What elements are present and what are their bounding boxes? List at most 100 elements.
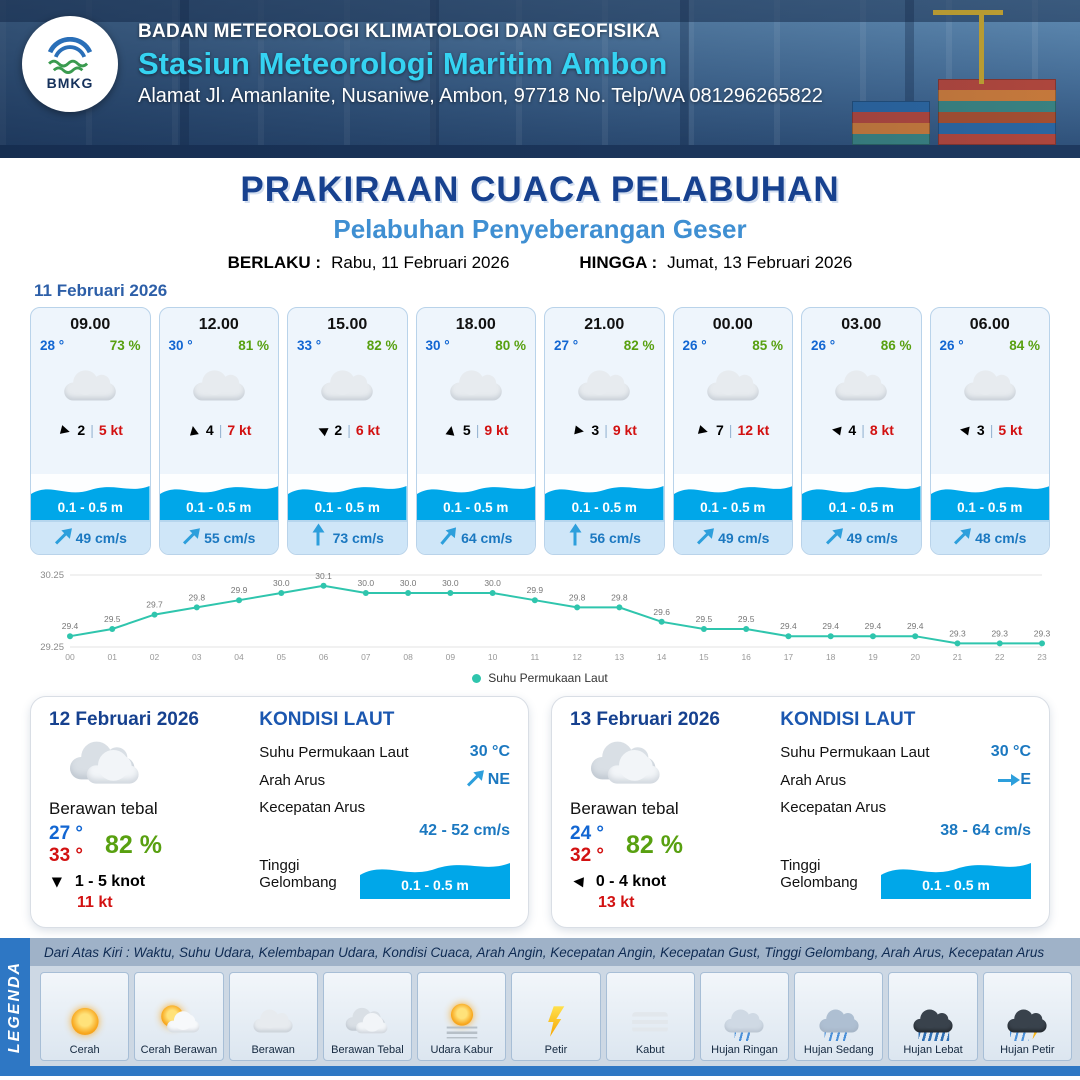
sst-chart-canvas: 30.25 29.25 29.4 00 29.5 01 29.7 02 29.8 03 29.9 04… <box>40 570 1050 662</box>
station-name: Stasiun Meteorologi Maritim Ambon <box>138 45 668 81</box>
wind-gust-value: 7 <box>716 422 724 438</box>
humidity-value: 80 % <box>495 338 526 353</box>
sst-chart: 30.25 29.25 29.4 00 29.5 01 29.7 02 29.8 03 29.9 04… <box>0 555 1080 688</box>
legend-icon-slot <box>999 995 1055 1041</box>
svg-text:19: 19 <box>868 652 878 662</box>
wave-height-band: 0.1 - 0.5 m <box>288 474 407 520</box>
svg-text:29.5: 29.5 <box>696 614 713 624</box>
wave-height-value: 0.1 - 0.5 m <box>186 500 252 515</box>
berawan-icon <box>958 360 1021 412</box>
wind-gust-value: 2 <box>77 422 86 438</box>
svg-text:12: 12 <box>572 652 582 662</box>
cloud-shape <box>819 1009 859 1033</box>
wind-direction-icon: ► <box>55 419 75 441</box>
daily-temp-min: 27 ° <box>49 823 84 844</box>
wave-graphic <box>673 486 792 520</box>
current-speed-value: 49 cm/s <box>75 530 127 546</box>
svg-text:09: 09 <box>446 652 456 662</box>
svg-text:01: 01 <box>108 652 118 662</box>
air-temperature: 33 ° <box>297 338 322 353</box>
current-row: 64 cm/s <box>416 520 535 554</box>
air-temperature: 30 ° <box>168 338 193 353</box>
svg-text:18: 18 <box>826 652 836 662</box>
svg-text:29.5: 29.5 <box>104 614 121 624</box>
daily-temp-min: 24 ° <box>570 823 605 844</box>
legend-bottom-bar <box>0 1066 1080 1076</box>
daily-summary-card: 12 Februari 2026 Berawan tebal 27 ° 33 °… <box>30 696 529 928</box>
wave-graphic <box>159 486 278 520</box>
humidity-value: 84 % <box>1009 338 1040 353</box>
air-temperature: 26 ° <box>811 338 836 353</box>
forecast-time: 00.00 <box>712 316 753 333</box>
legend-item: Berawan Tebal <box>322 972 413 1061</box>
current-speed-value: 56 cm/s <box>589 530 641 546</box>
legend-description: Dari Atas Kiri : Waktu, Suhu Udara, Kele… <box>0 938 1080 966</box>
sst-label: Suhu Permukaan Laut <box>780 743 930 761</box>
svg-text:00: 00 <box>65 652 75 662</box>
daily-weather-icon-slot <box>49 731 247 797</box>
wind-direction-icon: ► <box>570 420 588 440</box>
legend-item: Cerah Berawan <box>134 972 224 1061</box>
weather-icon-slot <box>545 359 664 413</box>
wind-direction-icon: ► <box>955 420 974 440</box>
berawan-icon <box>701 360 764 412</box>
wave-height-graphic: 0.1 - 0.5 m <box>360 849 510 899</box>
kabut-icon <box>626 1002 674 1041</box>
hourly-forecast-card: 21.00 27 ° 82 % ► 3 | 9 kt 0.1 - 0.5 m 5… <box>544 307 665 555</box>
legend-item-label: Kabut <box>635 1043 665 1056</box>
wind-direction-icon: ► <box>440 421 461 439</box>
hourly-forecast-card: 12.00 30 ° 81 % ► 4 | 7 kt 0.1 - 0.5 m 5… <box>158 307 279 555</box>
humidity-value: 81 % <box>238 338 269 353</box>
cloud-shape <box>607 750 660 784</box>
wind-speed-value: 5 kt <box>98 422 123 438</box>
cloud-shape <box>253 1009 293 1033</box>
wind-separator: | <box>475 422 480 438</box>
svg-text:17: 17 <box>784 652 794 662</box>
wave-height-band: 0.1 - 0.5 m <box>930 474 1049 520</box>
weather-icon-slot <box>31 359 150 413</box>
wind-speed-value: 9 kt <box>484 422 509 438</box>
legend-item-label: Udara Kabur <box>430 1043 493 1056</box>
legend-item-label: Hujan Sedang <box>803 1043 874 1056</box>
wind-gust-value: 4 <box>848 422 857 438</box>
svg-text:21: 21 <box>953 652 963 662</box>
daily-humidity: 82 % <box>105 830 162 859</box>
wave-graphic <box>288 486 407 520</box>
daily-temp-max: 33 ° <box>49 845 84 866</box>
forecast-time: 09.00 <box>70 316 111 333</box>
wave-graphic <box>881 863 1031 899</box>
wave-height-value: 0.1 - 0.5 m <box>957 500 1023 515</box>
legend-items-row: Cerah Cerah Berawan Berawan Berawan Teba… <box>0 966 1080 1066</box>
legend-item-label: Hujan Lebat <box>903 1043 963 1056</box>
weather-icon-slot <box>160 359 279 413</box>
current-speed-label: Kecepatan Arus <box>780 799 887 816</box>
wind-speed-value: 12 kt <box>737 422 770 438</box>
current-direction-icon <box>998 774 1021 786</box>
svg-text:30.0: 30.0 <box>273 578 290 588</box>
current-direction-icon <box>466 773 479 787</box>
legend-item: Cerah <box>40 972 130 1061</box>
wave-height-value: 0.1 - 0.5 m <box>828 500 894 515</box>
chart-legend: Suhu Permukaan Laut <box>28 668 1052 688</box>
wind-row: ► 5 | 9 kt <box>417 415 536 445</box>
legend-item: Hujan Petir <box>982 972 1072 1061</box>
hujan-ringan-icon <box>721 1002 769 1041</box>
svg-text:29.4: 29.4 <box>907 621 924 631</box>
svg-text:29.8: 29.8 <box>569 592 586 602</box>
hourly-forecast-card: 15.00 33 ° 82 % ► 2 | 6 kt 0.1 - 0.5 m 7… <box>287 307 408 555</box>
current-row: 49 cm/s <box>673 520 792 554</box>
svg-text:02: 02 <box>150 652 160 662</box>
daily-wind-gust: 11 kt <box>77 894 113 911</box>
svg-text:30.25: 30.25 <box>40 570 64 581</box>
wind-separator: | <box>728 422 733 438</box>
svg-text:29.9: 29.9 <box>527 585 544 595</box>
cerah-berawan-icon <box>155 1002 203 1041</box>
rain-shape <box>824 1029 850 1041</box>
current-speed-value: 49 cm/s <box>846 530 898 546</box>
wind-direction-icon: ► <box>569 871 588 893</box>
wave-height-value: 0.1 - 0.5 m <box>314 500 380 515</box>
daily-wind-range: 0 - 4 knot <box>595 873 667 890</box>
berawan-tebal-icon <box>66 732 144 796</box>
daily-summary-card: 13 Februari 2026 Berawan tebal 24 ° 32 °… <box>551 696 1050 928</box>
current-row: 49 cm/s <box>802 520 921 554</box>
